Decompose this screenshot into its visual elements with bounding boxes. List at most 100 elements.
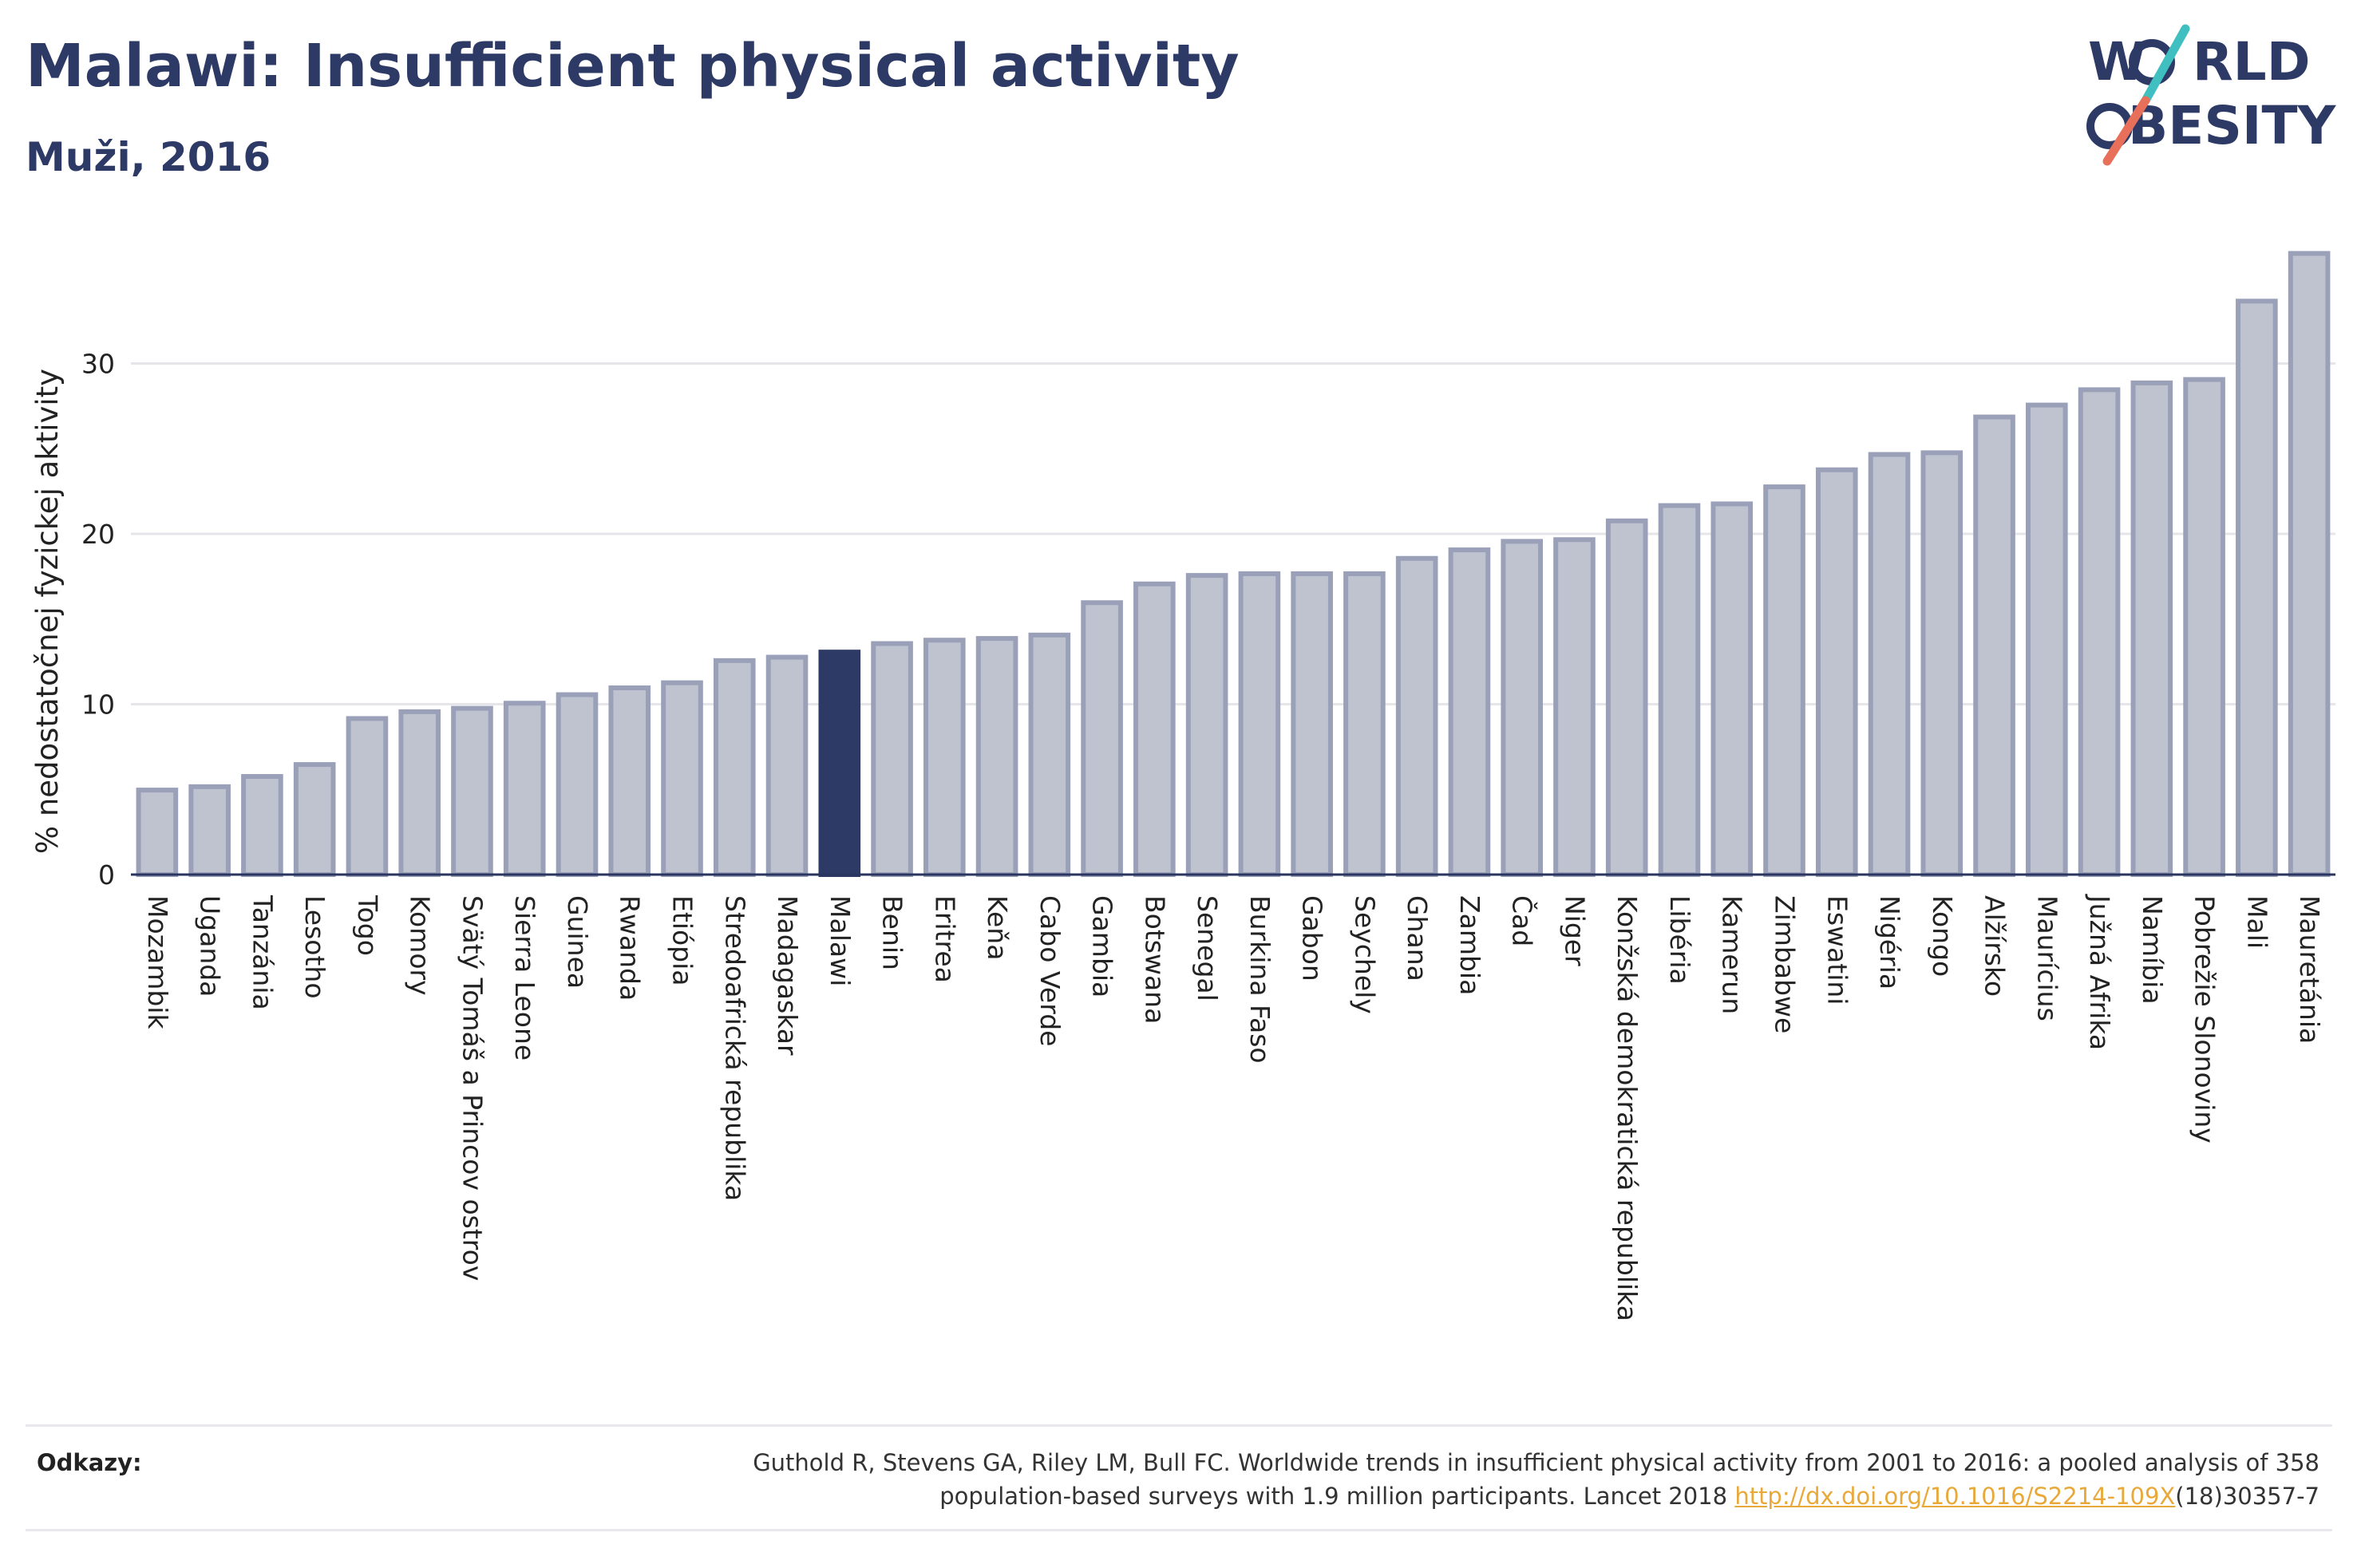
x-tick-label: Benin	[877, 895, 908, 970]
x-tick-label: Senegal	[1192, 895, 1223, 1001]
bar	[1710, 501, 1754, 877]
x-tick-label: Malawi	[825, 895, 856, 986]
category-labels: Mozambik Uganda Tanzánia Lesotho Togo Komory S…	[142, 894, 2325, 1321]
bar	[1920, 450, 1964, 877]
x-tick-label: Burkina Faso	[1244, 895, 1275, 1064]
bar	[1815, 467, 1858, 877]
bar	[765, 654, 809, 878]
x-tick-label: Cabo Verde	[1034, 895, 1066, 1046]
x-tick-label: Sierra Leone	[509, 895, 540, 1060]
bar	[871, 641, 913, 877]
world-obesity-logo: W RLD BESITY	[2086, 24, 2337, 166]
bar	[346, 716, 389, 877]
y-axis-title: % nedostatočnej fyzickej aktivity	[30, 369, 65, 854]
bar	[1868, 452, 1911, 877]
x-tick-label: Mali	[2241, 895, 2272, 949]
y-tick-label: 20	[81, 519, 115, 550]
x-tick-label: Zimbabwe	[1770, 895, 1801, 1033]
bar	[241, 774, 283, 877]
bar	[1448, 547, 1491, 878]
x-tick-label: Ghana	[1402, 895, 1433, 981]
x-tick-label: Kongo	[1927, 895, 1958, 977]
bar	[398, 709, 441, 878]
citation-line-2: population-based surveys with 1.9 millio…	[939, 1483, 1735, 1510]
x-tick-label: Gambia	[1087, 895, 1118, 997]
bar-chart: 0 10 20 30 Mozambik Uganda Tanzánia Lesotho Tog…	[30, 251, 2335, 1321]
x-tick-label: Rwanda	[615, 895, 646, 1001]
bar	[503, 701, 546, 877]
citation-line-1: Guthold R, Stevens GA, Riley LM, Bull FC…	[753, 1449, 2319, 1476]
x-tick-label: Svätý Tomáš a Princov ostrov	[457, 895, 488, 1281]
x-tick-label: Mauretánia	[2294, 895, 2325, 1044]
y-tick-label: 30	[81, 349, 115, 380]
bar	[713, 658, 756, 877]
x-tick-label: Kamerun	[1717, 895, 1748, 1014]
bar	[1185, 573, 1228, 877]
bar	[923, 638, 966, 877]
x-tick-label: Seychely	[1349, 895, 1380, 1014]
bar	[2078, 387, 2121, 877]
x-tick-label: Gabon	[1297, 895, 1328, 981]
bar	[1658, 503, 1701, 877]
bar	[1133, 581, 1176, 878]
bar	[1238, 571, 1281, 877]
bar	[2130, 380, 2173, 878]
references-citation: Guthold R, Stevens GA, Riley LM, Bull FC…	[564, 1446, 2319, 1513]
logo-slash-coral	[2102, 96, 2150, 166]
x-tick-label: Čad	[1507, 895, 1539, 946]
bar-highlighted	[818, 650, 861, 877]
logo-word-obesity: BESITY	[2128, 95, 2337, 156]
x-tick-label: Eritrea	[929, 895, 960, 983]
bar	[1291, 571, 1333, 877]
bar	[1605, 518, 1648, 877]
x-tick-label: Namíbia	[2137, 895, 2168, 1005]
bars	[136, 251, 2331, 878]
x-tick-label: Nigéria	[1874, 895, 1905, 989]
x-tick-label: Alžírsko	[1979, 895, 2011, 997]
logo-slash-teal	[2141, 24, 2190, 105]
x-tick-label: Pobrežie Slonoviny	[2189, 895, 2221, 1143]
doi-link[interactable]: http://dx.doi.org/10.1016/S2214-109X	[1734, 1483, 2176, 1510]
y-tick-label: 10	[81, 689, 115, 721]
x-tick-label: Keňa	[982, 895, 1013, 960]
y-tick-label: 0	[98, 859, 115, 891]
bar	[2183, 377, 2225, 877]
x-tick-label: Uganda	[195, 895, 226, 997]
x-tick-label: Madagaskar	[772, 895, 803, 1056]
bar	[1028, 632, 1071, 878]
x-tick-label: Libéria	[1664, 895, 1695, 985]
x-tick-label: Togo	[352, 895, 383, 956]
bar	[2026, 402, 2068, 878]
x-tick-label: Stredoafrická republika	[719, 895, 750, 1201]
bar	[188, 784, 231, 877]
bar	[2236, 298, 2278, 877]
x-tick-label: Tanzánia	[247, 895, 278, 1010]
x-tick-label: Etiópia	[667, 895, 698, 986]
references-label: Odkazy:	[37, 1449, 142, 1476]
bar	[1081, 600, 1123, 877]
bar	[556, 692, 599, 877]
chart-subtitle: Muži, 2016	[26, 134, 271, 180]
x-tick-label: Botswana	[1139, 895, 1170, 1024]
x-tick-label: Zambia	[1454, 895, 1485, 995]
citation-suffix: (18)30357-7	[2175, 1483, 2319, 1510]
x-tick-label: Južná Afrika	[2084, 894, 2115, 1050]
bar	[136, 788, 179, 877]
x-tick-label: Eswatini	[1821, 895, 1853, 1005]
x-tick-label: Niger	[1559, 895, 1590, 966]
x-tick-label: Maurícius	[2031, 895, 2062, 1021]
bar	[1501, 539, 1543, 878]
bar	[1973, 414, 2015, 877]
grid-lines: 0 10 20 30	[81, 349, 2335, 891]
x-tick-label: Komory	[405, 895, 436, 996]
bar	[1395, 555, 1438, 877]
bar	[975, 636, 1018, 877]
bar	[293, 762, 336, 878]
chart-title: Malawi: Insufficient physical activity	[26, 32, 1240, 101]
bar	[451, 705, 493, 878]
bar	[1553, 537, 1596, 878]
bar	[608, 685, 651, 878]
bar	[2288, 251, 2331, 877]
bar	[1343, 571, 1386, 877]
x-tick-label: Lesotho	[299, 895, 330, 999]
